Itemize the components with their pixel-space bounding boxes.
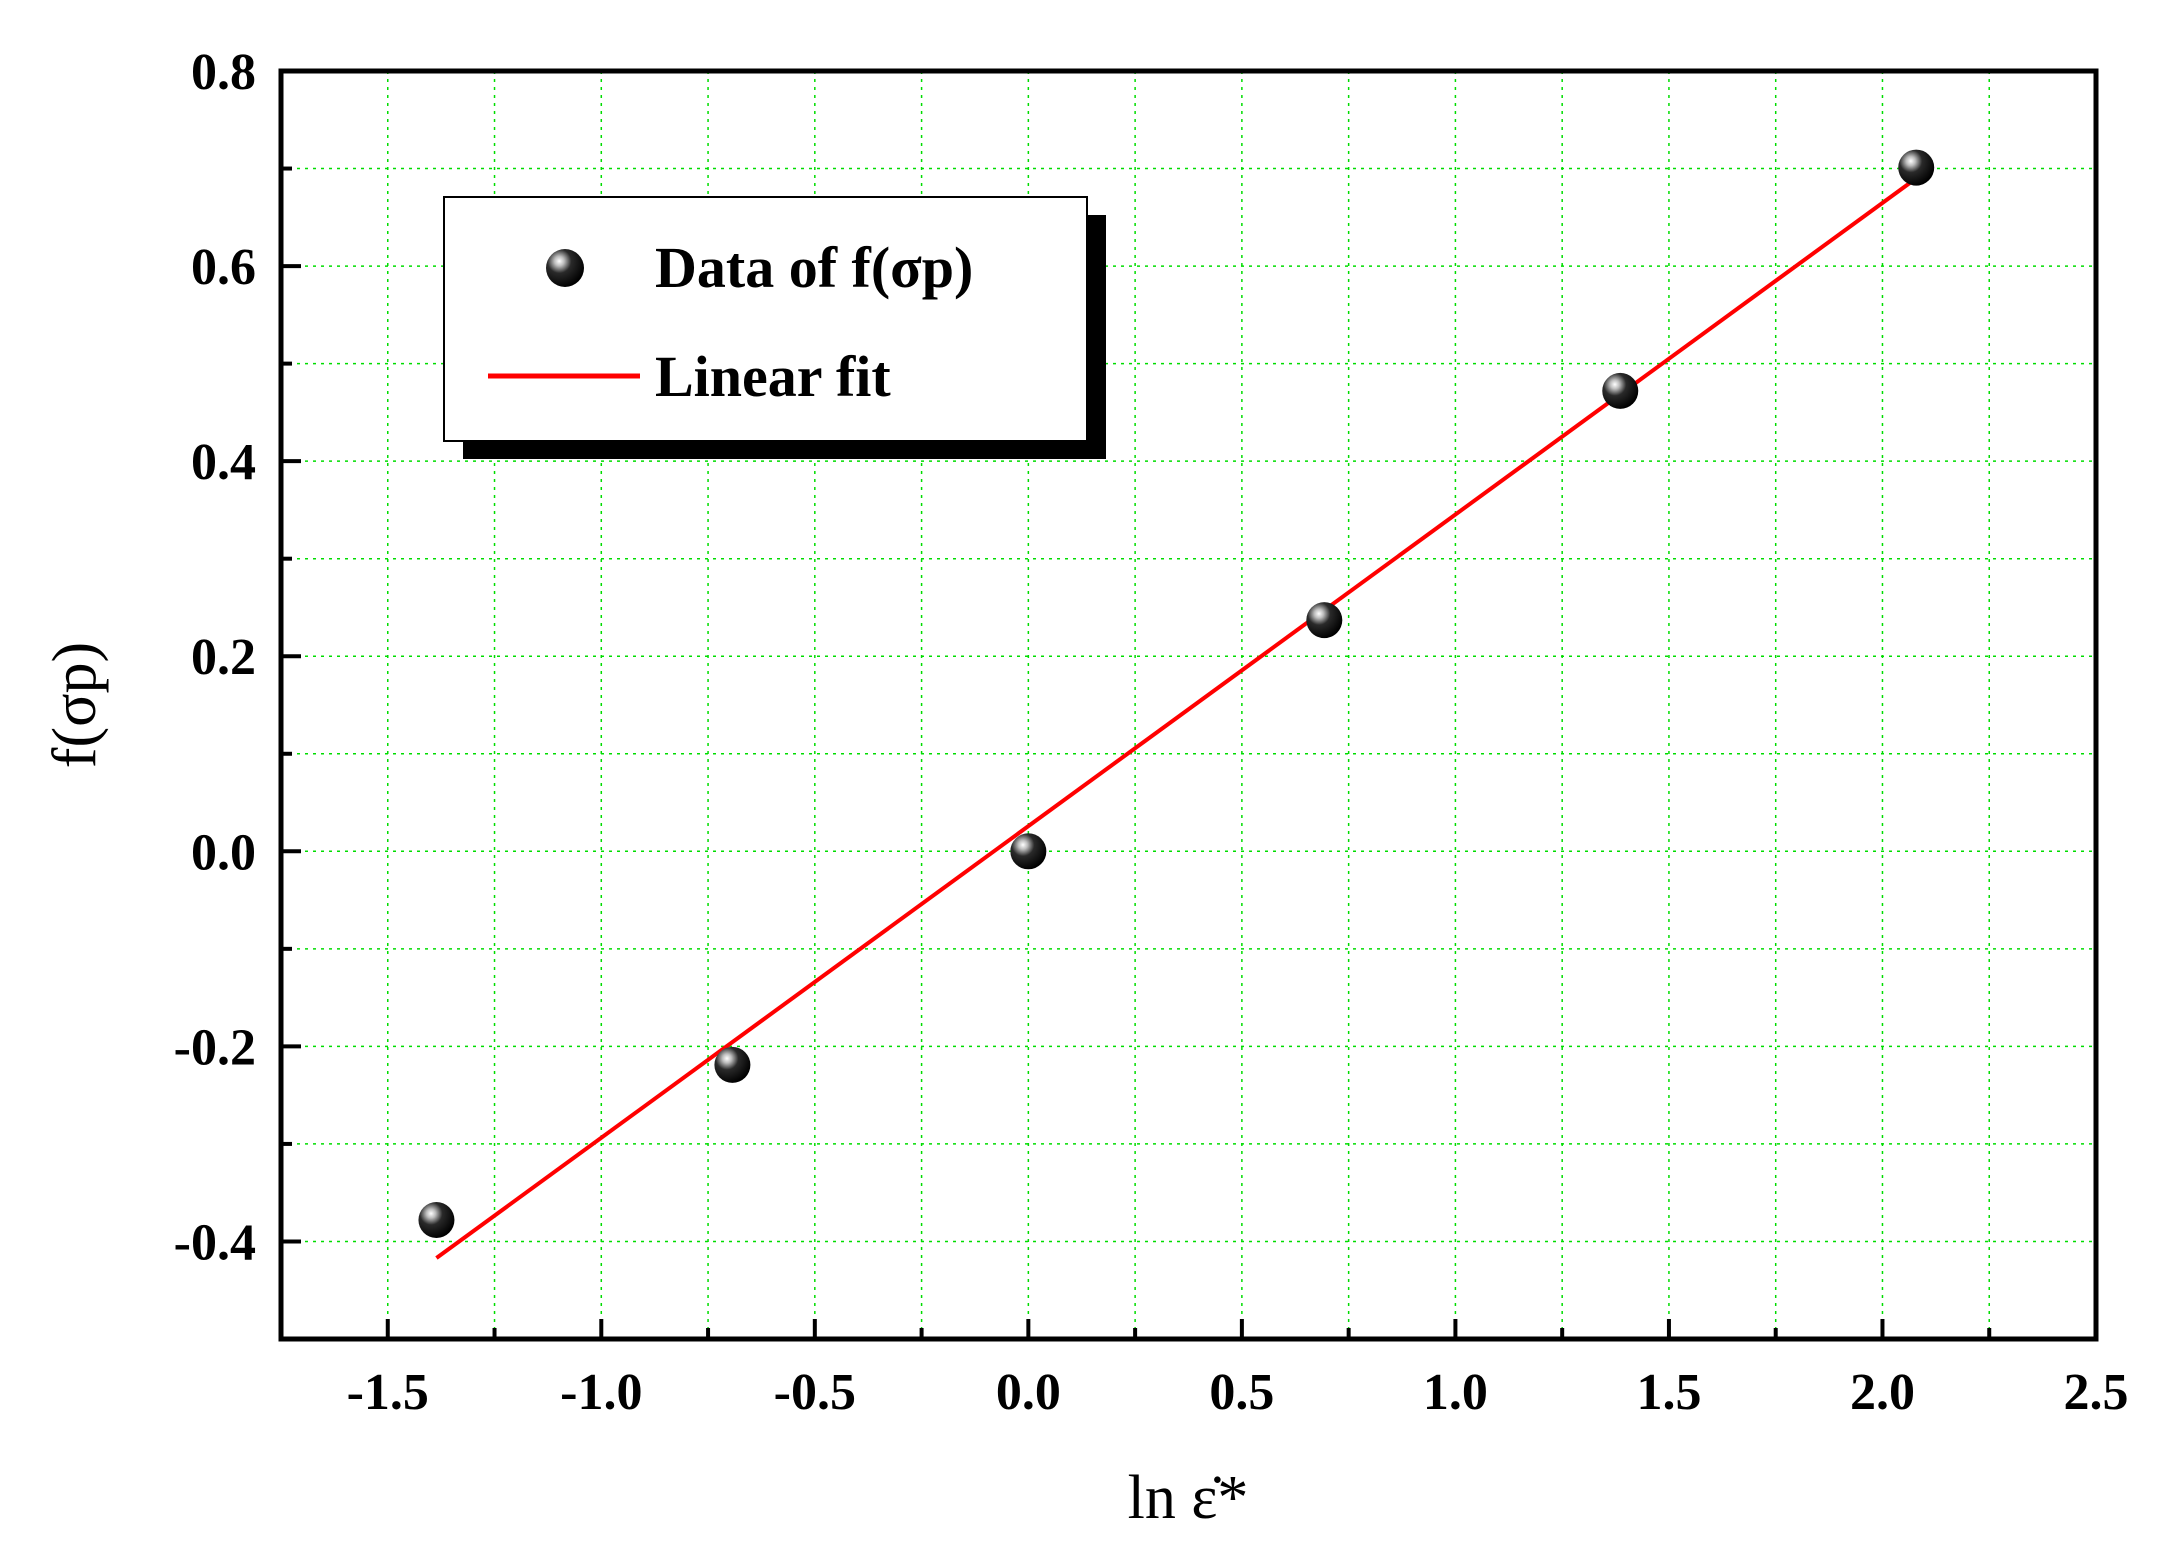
legend: Data of f(σp) Linear fit (443, 196, 1106, 459)
y-tick-label: 0.2 (191, 629, 256, 686)
x-tick-label: 0.0 (996, 1364, 1061, 1421)
x-tick-label: 0.5 (1209, 1364, 1274, 1421)
y-tick-label: -0.2 (174, 1019, 256, 1076)
data-point (1010, 833, 1047, 870)
data-point (1602, 372, 1639, 409)
y-tick-label: 0.0 (191, 824, 256, 881)
y-tick-label: 0.8 (191, 44, 256, 101)
legend-box (443, 196, 1088, 442)
legend-marker-data (546, 249, 584, 287)
data-point (418, 1202, 455, 1239)
y-tick-label: 0.6 (191, 239, 256, 296)
legend-label-fit: Linear fit (655, 344, 891, 409)
x-tick-label: -0.5 (774, 1364, 856, 1421)
x-tick-label: -1.5 (347, 1364, 429, 1421)
data-point (1898, 149, 1935, 186)
y-axis-title: f(σp) (41, 642, 109, 768)
plot-frame (278, 68, 2099, 1342)
x-tick-label: 2.0 (1850, 1364, 1915, 1421)
linear-fit-layer (435, 176, 1918, 1260)
x-tick-label: 1.5 (1636, 1364, 1701, 1421)
x-axis-title: ln ε̇* (1128, 1464, 1249, 1532)
x-tick-label: 2.5 (2064, 1364, 2129, 1421)
y-tick-label: -0.4 (174, 1214, 256, 1271)
x-tick-label: -1.0 (560, 1364, 642, 1421)
data-point (714, 1046, 751, 1083)
linear-fit-line (435, 176, 1918, 1260)
legend-label-data: Data of f(σp) (655, 235, 973, 300)
y-tick-label: 0.4 (191, 434, 256, 491)
y-tick-labels: -0.4 -0.2 0.0 0.2 0.4 0.6 0.8 (174, 44, 256, 1271)
x-tick-label: 1.0 (1423, 1364, 1488, 1421)
data-point (1306, 602, 1343, 639)
x-tick-labels: -1.5 -1.0 -0.5 0.0 0.5 1.0 1.5 2.0 2.5 (347, 1364, 2129, 1421)
data-points-layer (418, 149, 1935, 1239)
grid (281, 71, 2096, 1339)
